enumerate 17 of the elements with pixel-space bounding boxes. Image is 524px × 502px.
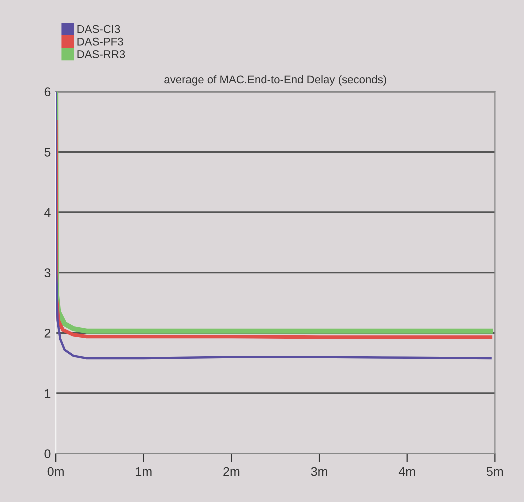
y-tick-label: 3 bbox=[44, 268, 51, 278]
x-tick-label: 3m bbox=[311, 467, 328, 476]
x-tick-label: 5m bbox=[487, 467, 504, 476]
legend-label: DAS-CI3 bbox=[78, 25, 120, 34]
y-tick-label: 1 bbox=[45, 389, 51, 398]
y-tick-label: 6 bbox=[44, 88, 51, 97]
legend-label: DAS-RR3 bbox=[78, 50, 126, 58]
y-tick-label: 5 bbox=[44, 148, 51, 157]
x-tick-label: 1m bbox=[136, 467, 152, 476]
y-tick-label: 2 bbox=[44, 328, 51, 338]
x-tick-label: 4m bbox=[398, 467, 416, 476]
x-tick-label: 2m bbox=[224, 467, 240, 476]
y-tick-label: 0 bbox=[44, 450, 51, 458]
legend-label: DAS-PF3 bbox=[78, 38, 124, 46]
chart-title: average of MAC.End-to-End Delay (seconds) bbox=[164, 75, 386, 86]
y-tick-label: 4 bbox=[44, 208, 51, 218]
x-tick-label: 0m bbox=[48, 467, 64, 476]
